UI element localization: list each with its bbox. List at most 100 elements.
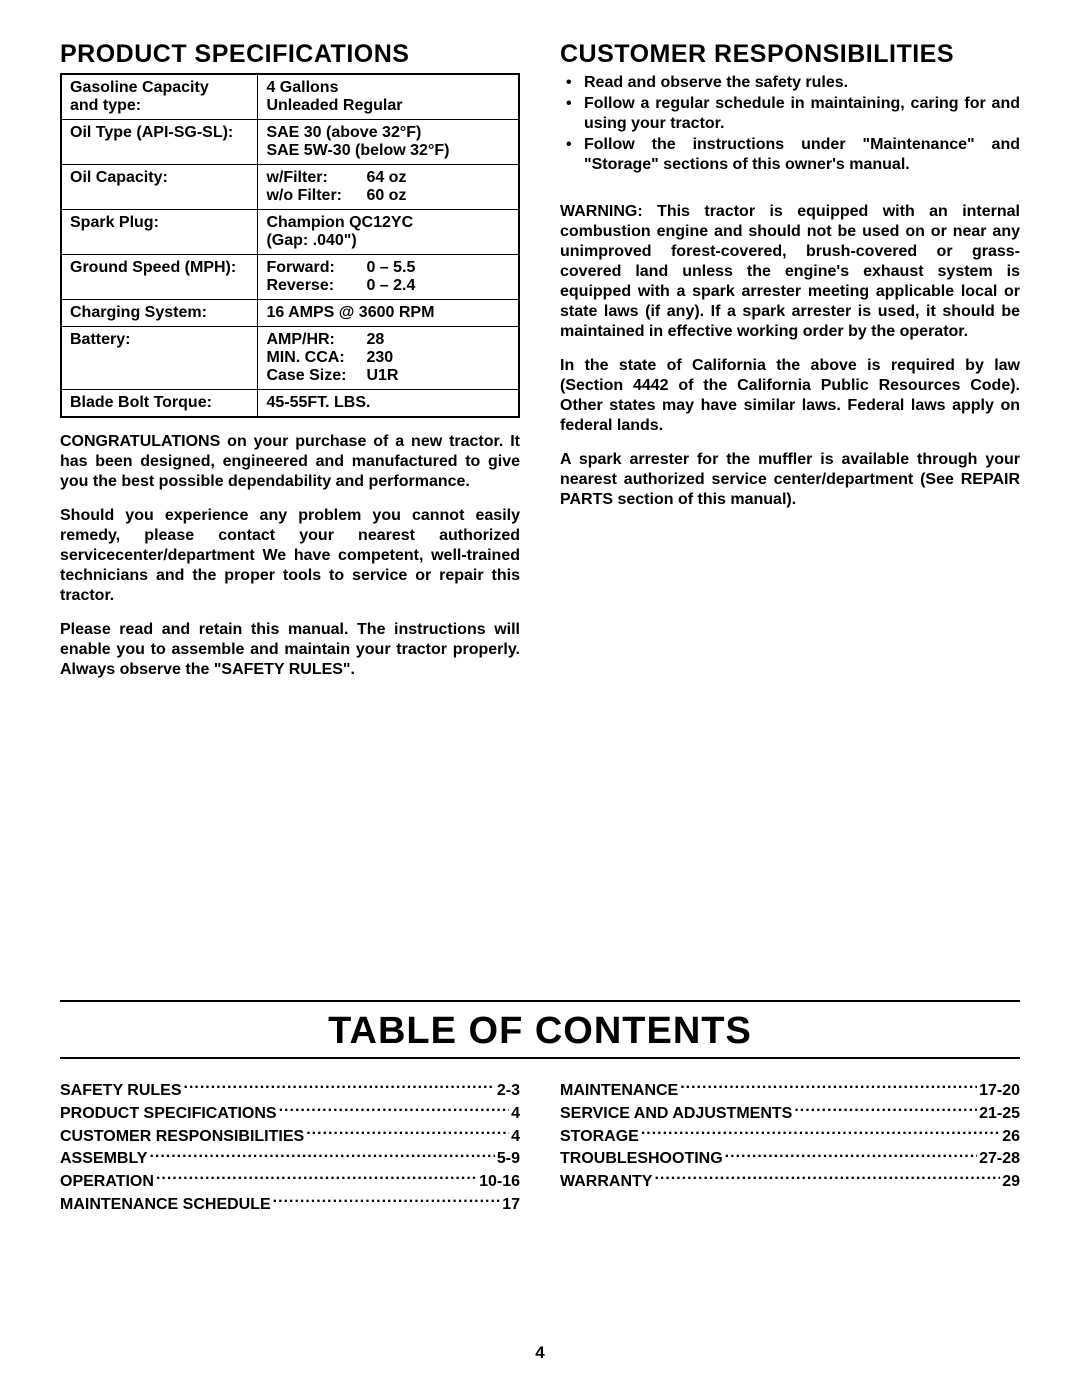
body-paragraph: WARNING: This tractor is equipped with a… <box>560 202 1020 342</box>
spec-value: 4 Gallons Unleaded Regular <box>258 74 519 120</box>
toc-left-column: SAFETY RULES2-3PRODUCT SPECIFICATIONS4CU… <box>60 1079 520 1216</box>
spec-label: Spark Plug: <box>61 210 258 255</box>
toc-label: TROUBLESHOOTING <box>560 1149 723 1170</box>
toc-page: 21-25 <box>979 1104 1020 1125</box>
spec-value: Champion QC12YC (Gap: .040") <box>258 210 519 255</box>
toc-row: PRODUCT SPECIFICATIONS 4 <box>60 1102 520 1125</box>
spec-subkey: Forward: <box>266 259 366 277</box>
spec-row: Ground Speed (MPH):Forward:0 – 5.5Revers… <box>61 255 519 300</box>
spec-row: Charging System:16 AMPS @ 3600 RPM <box>61 300 519 327</box>
toc-leader-dots <box>725 1147 977 1163</box>
toc-row: SERVICE AND ADJUSTMENTS 21-25 <box>560 1102 1020 1125</box>
toc-label: WARRANTY <box>560 1172 652 1193</box>
toc-leader-dots <box>273 1193 501 1209</box>
spec-value: Forward:0 – 5.5Reverse:0 – 2.4 <box>258 255 519 300</box>
spec-label: Battery: <box>61 327 258 390</box>
toc-label: ASSEMBLY <box>60 1149 147 1170</box>
toc-page: 27-28 <box>979 1149 1020 1170</box>
table-of-contents: TABLE OF CONTENTS SAFETY RULES2-3PRODUCT… <box>60 1000 1020 1216</box>
body-paragraph: A spark arrester for the muffler is avai… <box>560 450 1020 510</box>
spec-subval: 230 <box>366 349 393 367</box>
toc-rule-bot <box>60 1057 1020 1061</box>
body-paragraph: Should you experience any problem you ca… <box>60 506 520 606</box>
spec-subval: U1R <box>366 367 398 385</box>
bullet-item: Read and observe the safety rules. <box>560 73 1020 93</box>
toc-row: WARRANTY 29 <box>560 1170 1020 1193</box>
spec-table: Gasoline Capacity and type:4 Gallons Unl… <box>60 73 520 418</box>
toc-row: MAINTENANCE SCHEDULE 17 <box>60 1193 520 1216</box>
right-column: CUSTOMER RESPONSIBILITIES Read and obser… <box>560 40 1020 680</box>
toc-page: 29 <box>1002 1172 1020 1193</box>
spec-subkey: w/Filter: <box>266 169 366 187</box>
toc-leader-dots <box>794 1102 977 1118</box>
spec-subkey: w/o Filter: <box>266 187 366 205</box>
toc-leader-dots <box>680 1079 977 1095</box>
customer-resp-heading: CUSTOMER RESPONSIBILITIES <box>560 40 1020 69</box>
toc-right-column: MAINTENANCE 17-20 SERVICE AND ADJUSTMENTS 2… <box>560 1079 1020 1216</box>
spec-row: Battery:AMP/HR:28MIN. CCA:230Case Size:U… <box>61 327 519 390</box>
spec-subkey: MIN. CCA: <box>266 349 366 367</box>
toc-title: TABLE OF CONTENTS <box>60 1004 1020 1057</box>
toc-leader-dots <box>654 1170 1000 1186</box>
spec-label: Oil Capacity: <box>61 165 258 210</box>
spec-subkey: Case Size: <box>266 367 366 385</box>
toc-leader-dots <box>641 1125 1000 1141</box>
toc-leader-dots <box>306 1125 509 1141</box>
toc-page: 17 <box>502 1195 520 1216</box>
toc-row: SAFETY RULES 2-3 <box>60 1079 520 1102</box>
spec-subval: 0 – 2.4 <box>366 277 415 295</box>
spec-row: Oil Type (API-SG-SL):SAE 30 (above 32°F)… <box>61 120 519 165</box>
toc-leader-dots <box>184 1079 495 1095</box>
toc-page: 17-20 <box>979 1081 1020 1102</box>
toc-label: PRODUCT SPECIFICATIONS <box>60 1104 277 1125</box>
toc-row: CUSTOMER RESPONSIBILITIES 4 <box>60 1125 520 1148</box>
body-paragraph: CONGRATULATIONS on your purchase of a ne… <box>60 432 520 492</box>
spec-row: Spark Plug:Champion QC12YC (Gap: .040") <box>61 210 519 255</box>
spec-subval: 0 – 5.5 <box>366 259 415 277</box>
product-specs-heading: PRODUCT SPECIFICATIONS <box>60 40 520 69</box>
toc-row: OPERATION 10-16 <box>60 1170 520 1193</box>
toc-leader-dots <box>279 1102 509 1118</box>
bullet-item: Follow the instructions under "Maintenan… <box>560 135 1020 175</box>
toc-row: STORAGE26 <box>560 1125 1020 1148</box>
toc-row: ASSEMBLY5-9 <box>60 1147 520 1170</box>
spec-label: Blade Bolt Torque: <box>61 390 258 418</box>
toc-label: MAINTENANCE SCHEDULE <box>60 1195 271 1216</box>
toc-row: MAINTENANCE 17-20 <box>560 1079 1020 1102</box>
toc-page: 10-16 <box>479 1172 520 1193</box>
spec-subkey: Reverse: <box>266 277 366 295</box>
toc-page: 26 <box>1002 1127 1020 1148</box>
upper-columns: PRODUCT SPECIFICATIONS Gasoline Capacity… <box>60 40 1020 680</box>
spec-value: 16 AMPS @ 3600 RPM <box>258 300 519 327</box>
toc-page: 4 <box>511 1104 520 1125</box>
spec-row: Gasoline Capacity and type:4 Gallons Unl… <box>61 74 519 120</box>
page-number: 4 <box>0 1343 1080 1363</box>
toc-page: 4 <box>511 1127 520 1148</box>
bullet-item: Follow a regular schedule in maintaining… <box>560 94 1020 134</box>
spec-value: 45-55FT. LBS. <box>258 390 519 418</box>
toc-leader-dots <box>156 1170 477 1186</box>
spec-row: Blade Bolt Torque:45-55FT. LBS. <box>61 390 519 418</box>
spec-value: AMP/HR:28MIN. CCA:230Case Size:U1R <box>258 327 519 390</box>
toc-leader-dots <box>149 1147 494 1163</box>
spec-label: Gasoline Capacity and type: <box>61 74 258 120</box>
toc-label: SAFETY RULES <box>60 1081 182 1102</box>
spec-value: w/Filter:64 ozw/o Filter:60 oz <box>258 165 519 210</box>
toc-label: SERVICE AND ADJUSTMENTS <box>560 1104 792 1125</box>
toc-page: 2-3 <box>497 1081 520 1102</box>
toc-label: CUSTOMER RESPONSIBILITIES <box>60 1127 304 1148</box>
spec-value: SAE 30 (above 32°F) SAE 5W-30 (below 32°… <box>258 120 519 165</box>
body-paragraph: Please read and retain this manual. The … <box>60 620 520 680</box>
spec-row: Oil Capacity:w/Filter:64 ozw/o Filter:60… <box>61 165 519 210</box>
spec-label: Charging System: <box>61 300 258 327</box>
toc-label: MAINTENANCE <box>560 1081 678 1102</box>
spec-subval: 64 oz <box>366 169 406 187</box>
spec-subval: 28 <box>366 331 384 349</box>
toc-label: OPERATION <box>60 1172 154 1193</box>
spec-subkey: AMP/HR: <box>266 331 366 349</box>
spec-subval: 60 oz <box>366 187 406 205</box>
responsibility-bullets: Read and observe the safety rules.Follow… <box>560 73 1020 175</box>
spec-label: Ground Speed (MPH): <box>61 255 258 300</box>
left-column: PRODUCT SPECIFICATIONS Gasoline Capacity… <box>60 40 520 680</box>
body-paragraph: In the state of California the above is … <box>560 356 1020 436</box>
